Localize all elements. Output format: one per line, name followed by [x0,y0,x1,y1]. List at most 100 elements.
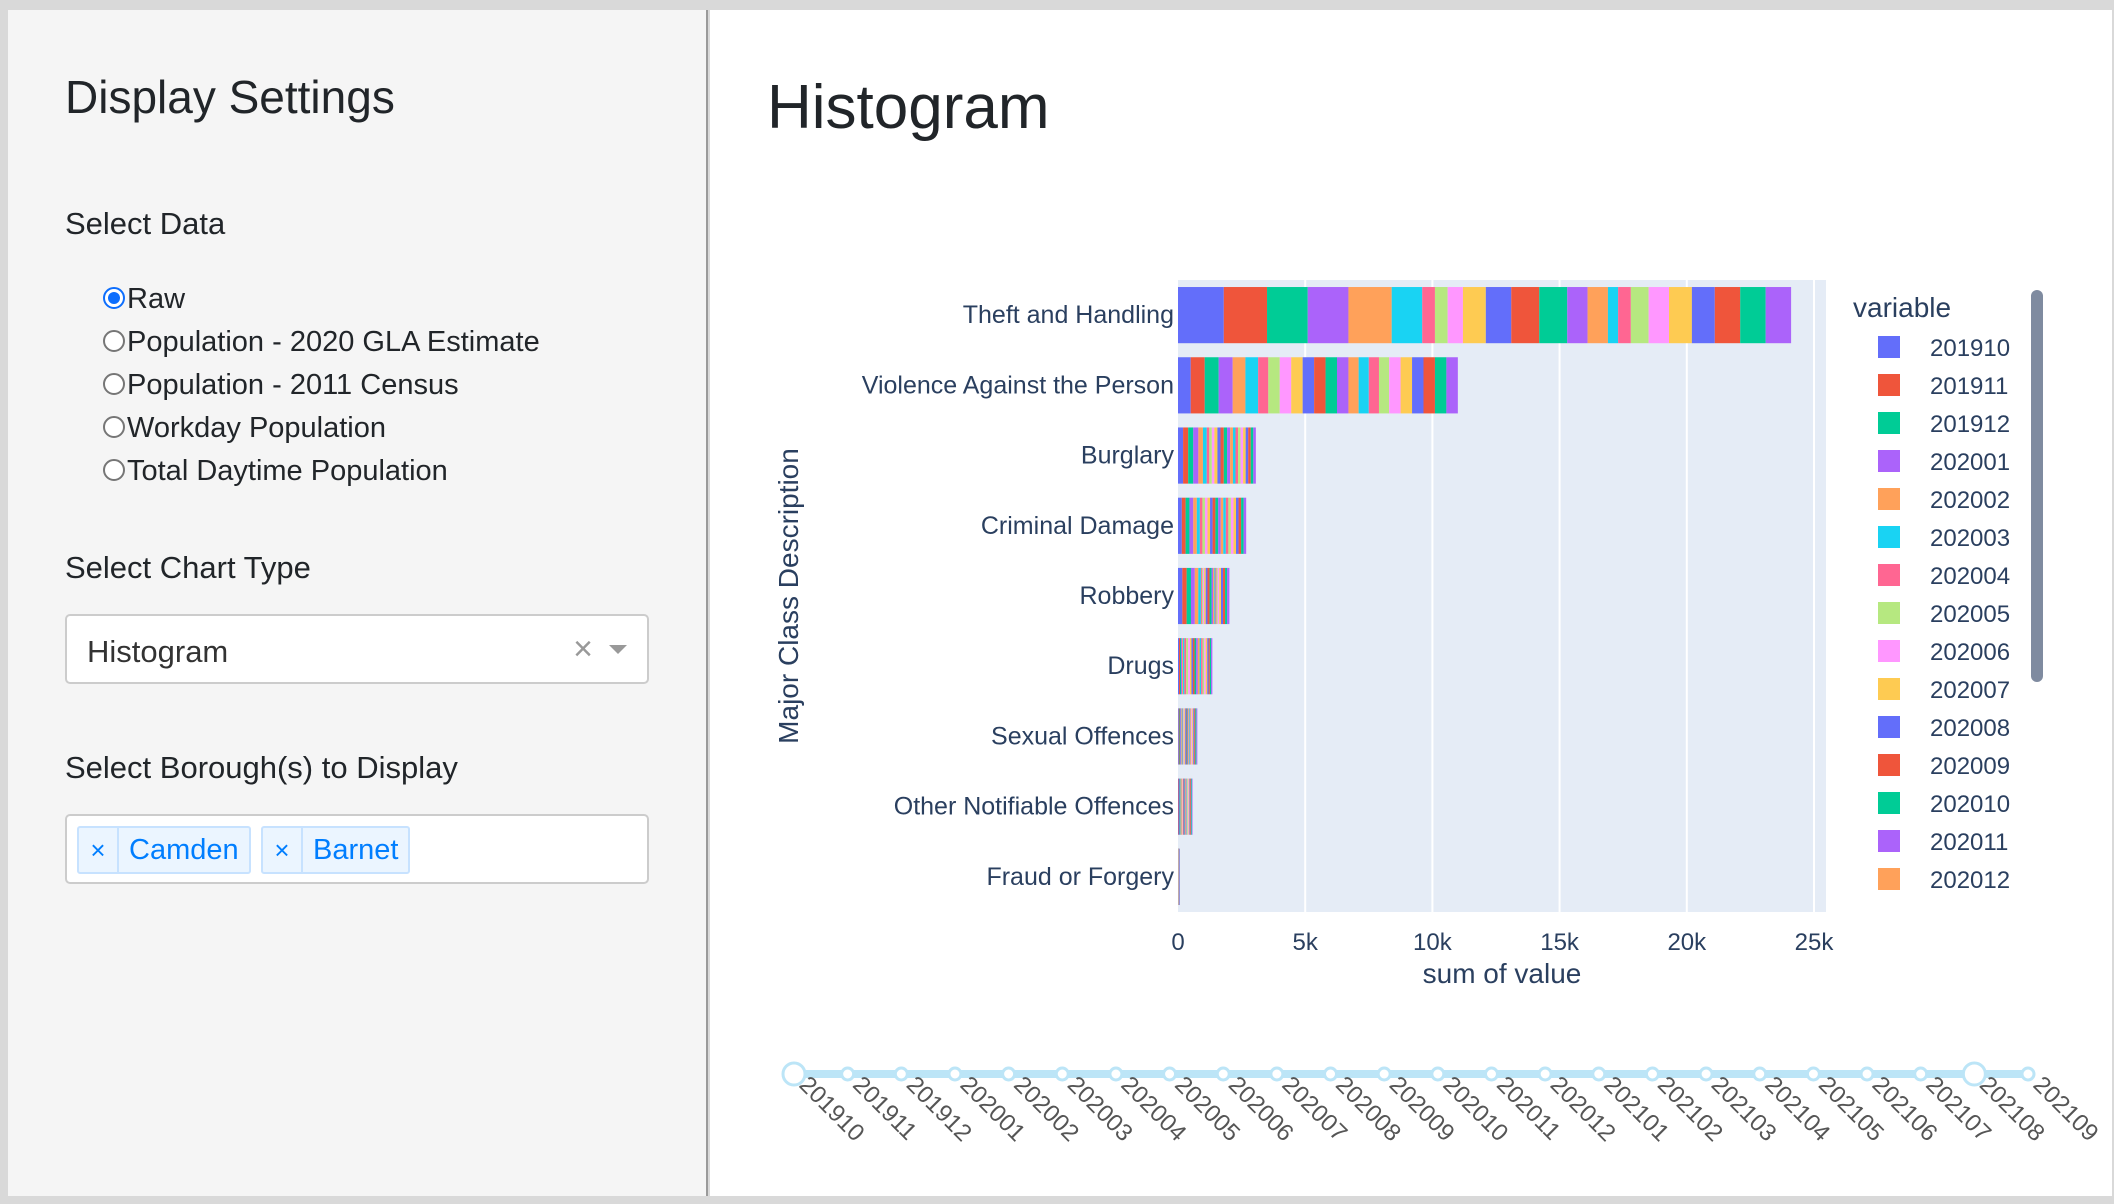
bar-segment [1186,567,1191,625]
radio-button[interactable] [103,329,125,352]
bar-segment [1218,497,1221,554]
chart-type-dropdown[interactable]: Histogram × [65,614,649,684]
slider-tick[interactable] [1591,1066,1607,1082]
slider-tick[interactable] [1644,1066,1660,1082]
data-option-radio[interactable]: Population - 2011 Census [103,364,540,407]
bar-segment [1182,567,1187,625]
slider-tick[interactable] [1376,1066,1392,1082]
slider-tick[interactable] [1805,1066,1821,1082]
slider-tick[interactable] [1001,1066,1017,1082]
slider-tick[interactable] [1108,1066,1124,1082]
bar-segment [1190,778,1192,835]
bar-segment [1178,567,1183,625]
radio-button[interactable] [103,458,125,481]
slider-tick[interactable] [1859,1066,1875,1082]
y-tick-label: Fraud or Forgery [986,863,1174,891]
bar-segment [1194,567,1199,625]
bar-segment [1225,497,1229,554]
radio-button[interactable] [103,415,125,438]
bar-segment [1220,497,1224,554]
bar-segment [1202,427,1207,484]
legend-entry: 202010 [1930,791,2010,818]
borough-multiselect[interactable]: × Camden × Barnet [65,814,649,884]
chevron-down-icon[interactable] [609,645,627,654]
legend-entry: 202005 [1930,601,2010,628]
bar-segment [1183,708,1185,765]
data-option-radio[interactable]: Raw [103,278,540,321]
y-tick-label: Criminal Damage [981,512,1174,540]
bar-segment [1184,708,1186,765]
borough-label: Select Borough(s) to Display [65,750,458,785]
slider-tick[interactable] [1913,1066,1929,1082]
data-option-radio[interactable]: Population - 2020 GLA Estimate [103,321,540,364]
bar-segment [1245,357,1259,414]
slider-tick[interactable] [947,1066,963,1082]
legend-entry: 202003 [1930,525,2010,552]
legend-scrollbar[interactable] [2031,290,2043,682]
borough-chip-label: Camden [129,833,239,866]
bar-segment [1230,497,1234,554]
bar-segment [1200,567,1202,625]
bar-segment [1196,708,1198,765]
bar-segment [1434,357,1447,414]
legend-entry: 202009 [1930,753,2010,780]
bar-segment [1400,357,1413,414]
slider-tick[interactable] [1483,1066,1499,1082]
bar-segment [1210,497,1213,554]
bar-segment [1195,708,1197,765]
slider-tick[interactable] [1054,1066,1070,1082]
slider-tick[interactable] [1215,1066,1231,1082]
radio-button[interactable] [103,286,125,309]
y-tick-label: Robbery [1080,582,1175,610]
slider-tick[interactable] [1752,1066,1768,1082]
bar-segment [1267,287,1308,344]
slider-tick[interactable] [2020,1066,2036,1082]
bar-segment [1197,638,1200,695]
bar-segment [1462,287,1486,344]
bar-segment [1180,778,1181,835]
legend-swatch [1878,678,1900,700]
slider-tick[interactable] [1162,1066,1178,1082]
bar-segment [1202,497,1205,554]
remove-barnet-icon[interactable]: × [263,828,303,872]
data-option-radio[interactable]: Workday Population [103,407,540,450]
slider-handle[interactable] [781,1061,807,1087]
bar-segment [1204,357,1219,414]
bar-segment [1190,357,1205,414]
bar-segment [1178,287,1224,344]
bar-segment [1227,427,1231,484]
bar-segment [1178,708,1180,765]
slider-tick[interactable] [1269,1066,1285,1082]
slider-tick[interactable] [893,1066,909,1082]
bar-segment [1765,287,1792,344]
bar-segment [1207,497,1211,554]
bar-segment [1186,708,1188,765]
slider-tick[interactable] [1698,1066,1714,1082]
slider-tick[interactable] [1430,1066,1446,1082]
slider-handle[interactable] [1961,1061,1987,1087]
bar-segment [1216,567,1218,625]
bar-segment [1337,357,1349,414]
bar-segment [1607,287,1619,344]
slider-tick[interactable] [1323,1066,1339,1082]
radio-button[interactable] [103,372,125,395]
bar-segment [1193,638,1195,695]
clear-icon[interactable]: × [573,630,593,668]
x-tick-label: 5k [1293,929,1319,956]
bar-segment [1188,638,1190,695]
x-tick-label: 10k [1413,929,1453,956]
bar-segment [1181,708,1182,765]
bar-segment [1185,708,1187,765]
bar-segment [1279,357,1292,414]
bar-segment [1184,638,1187,695]
bar-segment [1539,287,1568,344]
bar-segment [1190,567,1195,625]
bar-segment [1186,778,1188,835]
remove-camden-icon[interactable]: × [79,828,119,872]
slider-tick[interactable] [840,1066,856,1082]
radio-label: Raw [127,283,186,315]
slider-tick[interactable] [1537,1066,1553,1082]
bar-segment [1691,287,1715,344]
data-option-radio[interactable]: Total Daytime Population [103,450,540,493]
bar-segment [1630,287,1649,344]
